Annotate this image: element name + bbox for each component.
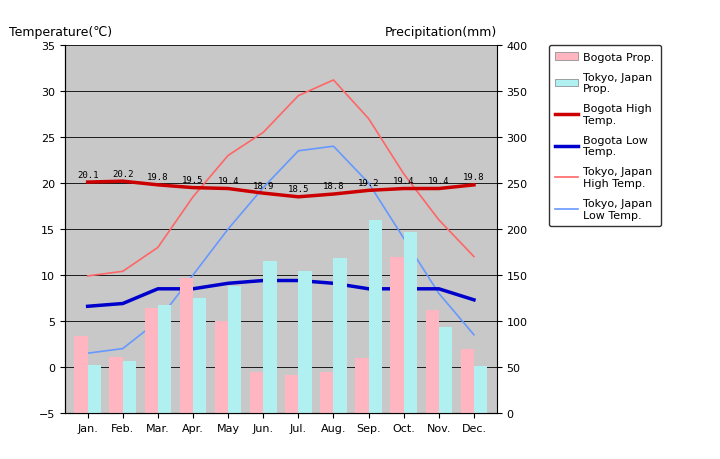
Text: 19.2: 19.2	[358, 179, 379, 187]
Bar	[355, 358, 369, 413]
Bar	[474, 366, 487, 413]
Text: 18.5: 18.5	[287, 185, 309, 194]
Bar	[250, 372, 264, 413]
Bar	[74, 336, 88, 413]
Text: 19.4: 19.4	[393, 177, 415, 185]
Bar	[369, 220, 382, 413]
Text: 20.1: 20.1	[77, 170, 99, 179]
Bar	[390, 257, 404, 413]
Bar	[285, 375, 298, 413]
Bar	[109, 357, 122, 413]
Bar	[215, 321, 228, 413]
Text: 18.9: 18.9	[253, 181, 274, 190]
Bar	[426, 310, 439, 413]
Text: 19.8: 19.8	[147, 173, 168, 182]
Bar	[122, 362, 136, 413]
Bar	[320, 372, 333, 413]
Bar	[88, 365, 101, 413]
Text: 19.8: 19.8	[463, 173, 485, 182]
Text: 19.5: 19.5	[182, 176, 204, 185]
Bar	[158, 306, 171, 413]
Bar	[404, 232, 417, 413]
Text: 19.4: 19.4	[217, 177, 239, 185]
Bar	[439, 328, 452, 413]
Bar	[145, 308, 158, 413]
Bar	[228, 286, 241, 413]
Bar	[193, 298, 207, 413]
Bar	[461, 349, 474, 413]
Bar	[180, 278, 193, 413]
Text: 19.4: 19.4	[428, 177, 449, 185]
Text: Precipitation(mm): Precipitation(mm)	[384, 26, 497, 39]
Legend: Bogota Prop., Tokyo, Japan
Prop., Bogota High
Temp., Bogota Low
Temp., Tokyo, Ja: Bogota Prop., Tokyo, Japan Prop., Bogota…	[549, 46, 661, 227]
Bar	[298, 272, 312, 413]
Bar	[264, 262, 276, 413]
Text: 20.2: 20.2	[112, 169, 133, 178]
Bar	[333, 259, 347, 413]
Text: 18.8: 18.8	[323, 182, 344, 191]
Text: Temperature(℃): Temperature(℃)	[9, 26, 112, 39]
